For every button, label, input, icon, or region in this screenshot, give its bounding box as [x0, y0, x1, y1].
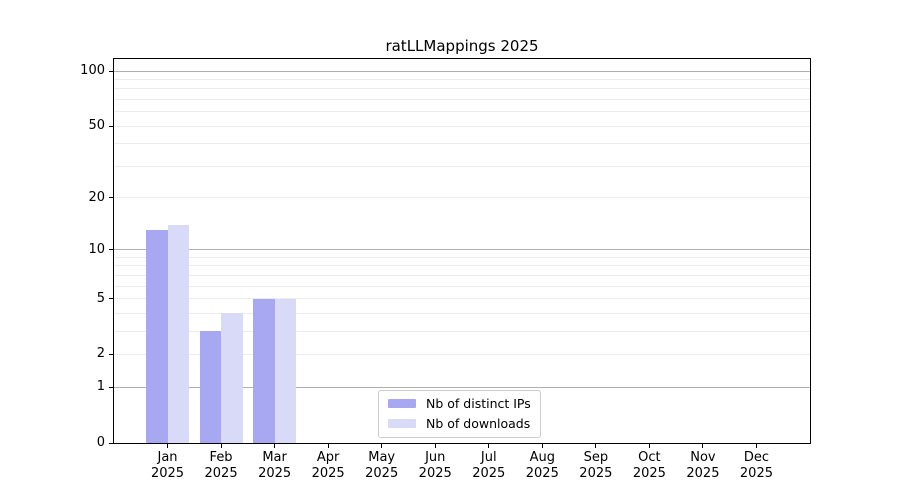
y-tick-label: 5: [96, 290, 105, 306]
y-tick-mark: [109, 249, 113, 251]
minor-gridline: [114, 330, 810, 332]
x-tick-year: 2025: [579, 466, 613, 481]
x-tick-label: Oct 2025: [617, 450, 681, 482]
plot-area: Nb of distinct IPs Nb of downloads: [113, 58, 811, 444]
y-tick-label: 0: [96, 435, 105, 450]
x-tick-label: Nov 2025: [671, 450, 735, 482]
legend-swatch-downloads: [388, 419, 416, 428]
x-tick-label: Apr 2025: [296, 450, 360, 482]
x-tick-label: Aug 2025: [510, 450, 574, 482]
minor-gridline: [114, 256, 810, 258]
x-tick-label: Jan 2025: [136, 450, 200, 482]
x-tick-year: 2025: [472, 466, 506, 481]
x-tick-month: Oct: [638, 450, 661, 465]
legend-item-distinct-ips: Nb of distinct IPs: [388, 396, 531, 411]
chart-title: ratLLMappings 2025: [385, 37, 539, 55]
x-tick-month: Aug: [529, 450, 555, 465]
x-tick-mark: [167, 444, 169, 448]
x-tick-year: 2025: [311, 466, 345, 481]
x-tick-label: Mar 2025: [243, 450, 307, 482]
x-tick-month: Jan: [157, 450, 178, 465]
x-tick-month: Apr: [316, 450, 340, 465]
x-tick-mark: [327, 444, 329, 448]
legend-label-downloads: Nb of downloads: [426, 416, 531, 431]
y-tick-label: 50: [88, 118, 105, 134]
major-gridline: [114, 70, 810, 72]
x-tick-month: Nov: [690, 450, 716, 465]
minor-gridline: [114, 78, 810, 80]
x-tick-mark: [381, 444, 383, 448]
x-tick-year: 2025: [686, 466, 720, 481]
x-tick-year: 2025: [365, 466, 399, 481]
y-tick-mark: [109, 386, 113, 388]
x-tick-year: 2025: [632, 466, 666, 481]
x-tick-mark: [434, 444, 436, 448]
major-gridline: [114, 386, 810, 388]
bar-nb-of-downloads: [221, 313, 243, 443]
x-tick-month: Dec: [743, 450, 770, 465]
y-tick-mark: [109, 125, 113, 127]
minor-gridline: [114, 197, 810, 199]
y-tick-mark: [109, 197, 113, 199]
legend-swatch-distinct-ips: [388, 399, 416, 408]
y-tick-mark: [109, 353, 113, 355]
x-tick-mark: [702, 444, 704, 448]
x-tick-mark: [755, 444, 757, 448]
x-tick-year: 2025: [525, 466, 559, 481]
major-gridline: [114, 249, 810, 251]
legend-label-distinct-ips: Nb of distinct IPs: [426, 396, 531, 411]
x-tick-mark: [220, 444, 222, 448]
minor-gridline: [114, 265, 810, 267]
minor-gridline: [114, 143, 810, 145]
x-tick-year: 2025: [418, 466, 452, 481]
minor-gridline: [114, 353, 810, 355]
x-tick-year: 2025: [150, 466, 185, 481]
x-tick-year: 2025: [204, 466, 238, 481]
minor-gridline: [114, 111, 810, 113]
y-tick-label: 20: [88, 189, 105, 205]
x-tick-mark: [274, 444, 276, 448]
y-tick-label: 2: [96, 346, 105, 362]
x-tick-month: Jul: [480, 450, 497, 465]
minor-gridline: [114, 312, 810, 314]
x-tick-month: Sep: [583, 450, 609, 465]
x-tick-mark: [595, 444, 597, 448]
x-tick-mark: [541, 444, 543, 448]
bar-nb-of-distinct-ips: [199, 331, 222, 443]
minor-gridline: [114, 88, 810, 90]
x-tick-label: Dec 2025: [724, 450, 788, 482]
x-tick-month: Mar: [262, 450, 287, 465]
x-tick-month: May: [368, 450, 396, 465]
x-tick-mark: [648, 444, 650, 448]
legend-item-downloads: Nb of downloads: [388, 416, 531, 431]
y-tick-mark: [109, 298, 113, 300]
bar-nb-of-distinct-ips: [146, 230, 168, 443]
minor-gridline: [114, 98, 810, 100]
bar-nb-of-downloads: [274, 298, 297, 443]
minor-gridline: [114, 125, 810, 127]
x-tick-label: Feb 2025: [189, 450, 253, 482]
x-tick-label: Jul 2025: [457, 450, 521, 482]
x-tick-label: Jun 2025: [403, 450, 467, 482]
minor-gridline: [114, 165, 810, 167]
minor-gridline: [114, 285, 810, 287]
y-tick-mark: [109, 442, 113, 444]
y-tick-label: 10: [88, 241, 105, 257]
bar-nb-of-downloads: [167, 224, 190, 443]
bar-nb-of-distinct-ips: [253, 298, 275, 443]
y-tick-label: 100: [80, 63, 105, 78]
minor-gridline: [114, 274, 810, 276]
x-tick-label: May 2025: [350, 450, 414, 482]
minor-gridline: [114, 298, 810, 300]
x-tick-year: 2025: [258, 466, 292, 481]
x-tick-year: 2025: [739, 466, 773, 481]
x-tick-month: Feb: [209, 450, 233, 465]
legend: Nb of distinct IPs Nb of downloads: [378, 390, 541, 438]
y-tick-mark: [109, 70, 113, 72]
y-tick-label: 1: [96, 379, 105, 395]
x-tick-month: Jun: [425, 450, 446, 465]
x-tick-mark: [488, 444, 490, 448]
x-tick-label: Sep 2025: [564, 450, 628, 482]
